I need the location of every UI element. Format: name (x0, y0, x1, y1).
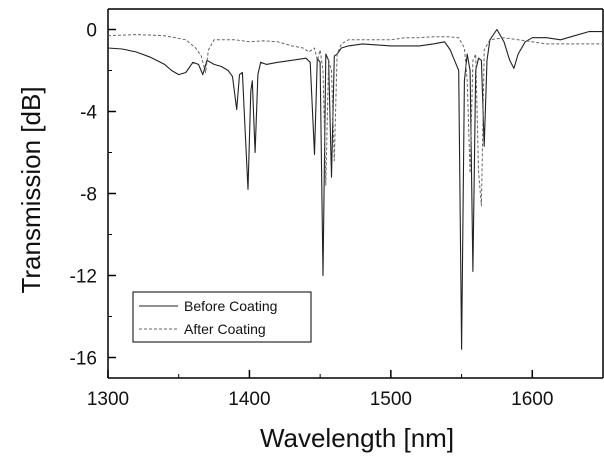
y-tick-label: 0 (86, 21, 97, 42)
series-line-after-coating (107, 34, 603, 207)
x-tick-label: 1300 (87, 389, 129, 410)
y-tick-label: -8 (80, 185, 97, 206)
series-line-before-coating (107, 28, 603, 350)
x-ticks: 1300 1400 1500 1600 (87, 370, 553, 410)
x-tick-label: 1500 (370, 389, 412, 410)
x-tick-label: 1400 (228, 389, 270, 410)
series-group (107, 28, 603, 350)
legend-label-after-coating: After Coating (184, 321, 266, 337)
y-tick-label: -12 (70, 267, 97, 288)
y-axis-title: Transmission [dB] (16, 86, 46, 293)
x-tick-label: 1600 (511, 389, 553, 410)
plot-area: 1300 1400 1500 1600 0 -4 -8 -12 -16 (70, 8, 604, 410)
legend-label-before-coating: Before Coating (184, 298, 277, 314)
x-axis-title: Wavelength [nm] (260, 423, 454, 453)
legend-frame (132, 291, 312, 343)
legend: Before Coating After Coating (132, 291, 312, 343)
y-tick-label: -4 (80, 103, 97, 124)
y-ticks: 0 -4 -8 -12 -16 (70, 21, 116, 370)
y-tick-label: -16 (70, 349, 97, 370)
